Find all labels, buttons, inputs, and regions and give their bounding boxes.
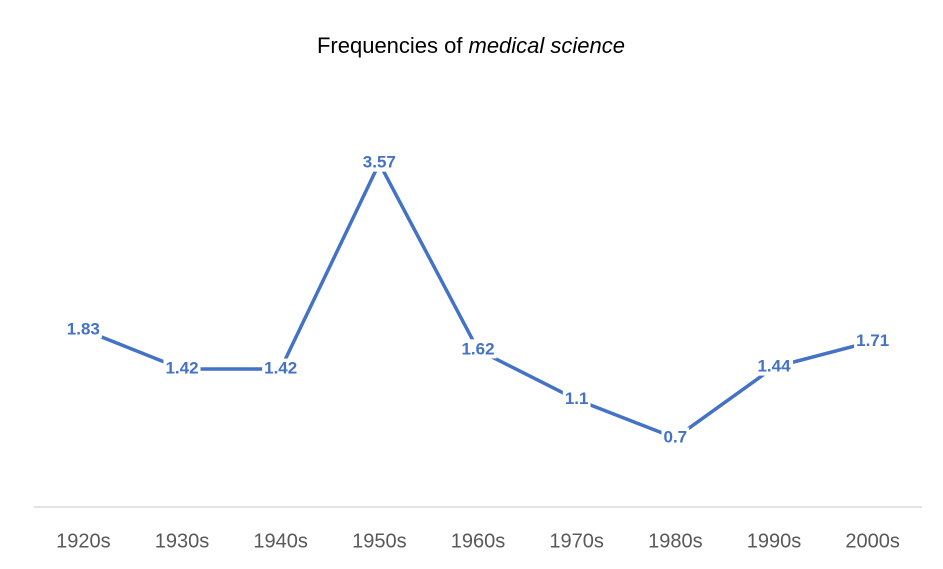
- data-label: 1.62: [461, 339, 494, 358]
- x-tick-label: 1970s: [549, 530, 604, 552]
- data-label: 1.44: [757, 357, 791, 376]
- data-label-background: [755, 356, 794, 376]
- data-label: 1.1: [565, 389, 589, 408]
- x-tick-label: 2000s: [845, 530, 900, 552]
- data-label-background: [661, 427, 690, 447]
- x-tick-label: 1950s: [352, 530, 407, 552]
- data-label-background: [163, 358, 201, 378]
- data-label: 3.57: [363, 153, 396, 172]
- x-tick-label: 1920s: [56, 530, 111, 552]
- data-label-background: [854, 330, 892, 350]
- x-tick-label: 1980s: [648, 530, 703, 552]
- chart-title: Frequencies of medical science: [317, 33, 625, 58]
- data-label-background: [459, 339, 497, 359]
- data-label-background: [262, 358, 300, 378]
- title-text: Frequencies of: [317, 33, 463, 58]
- title-emphasis: medical science: [469, 33, 626, 58]
- data-label: 1.71: [856, 331, 889, 350]
- data-label-background: [360, 152, 398, 172]
- data-label: 0.7: [664, 427, 688, 446]
- data-label-background: [64, 319, 102, 339]
- data-label: 1.83: [67, 319, 100, 338]
- x-tick-label: 1930s: [155, 530, 210, 552]
- x-tick-label: 1940s: [253, 530, 308, 552]
- data-label: 1.42: [264, 359, 297, 378]
- data-label-background: [562, 389, 591, 409]
- x-tick-label: 1960s: [451, 530, 506, 552]
- data-label: 1.42: [165, 359, 198, 378]
- x-tick-label: 1990s: [747, 530, 802, 552]
